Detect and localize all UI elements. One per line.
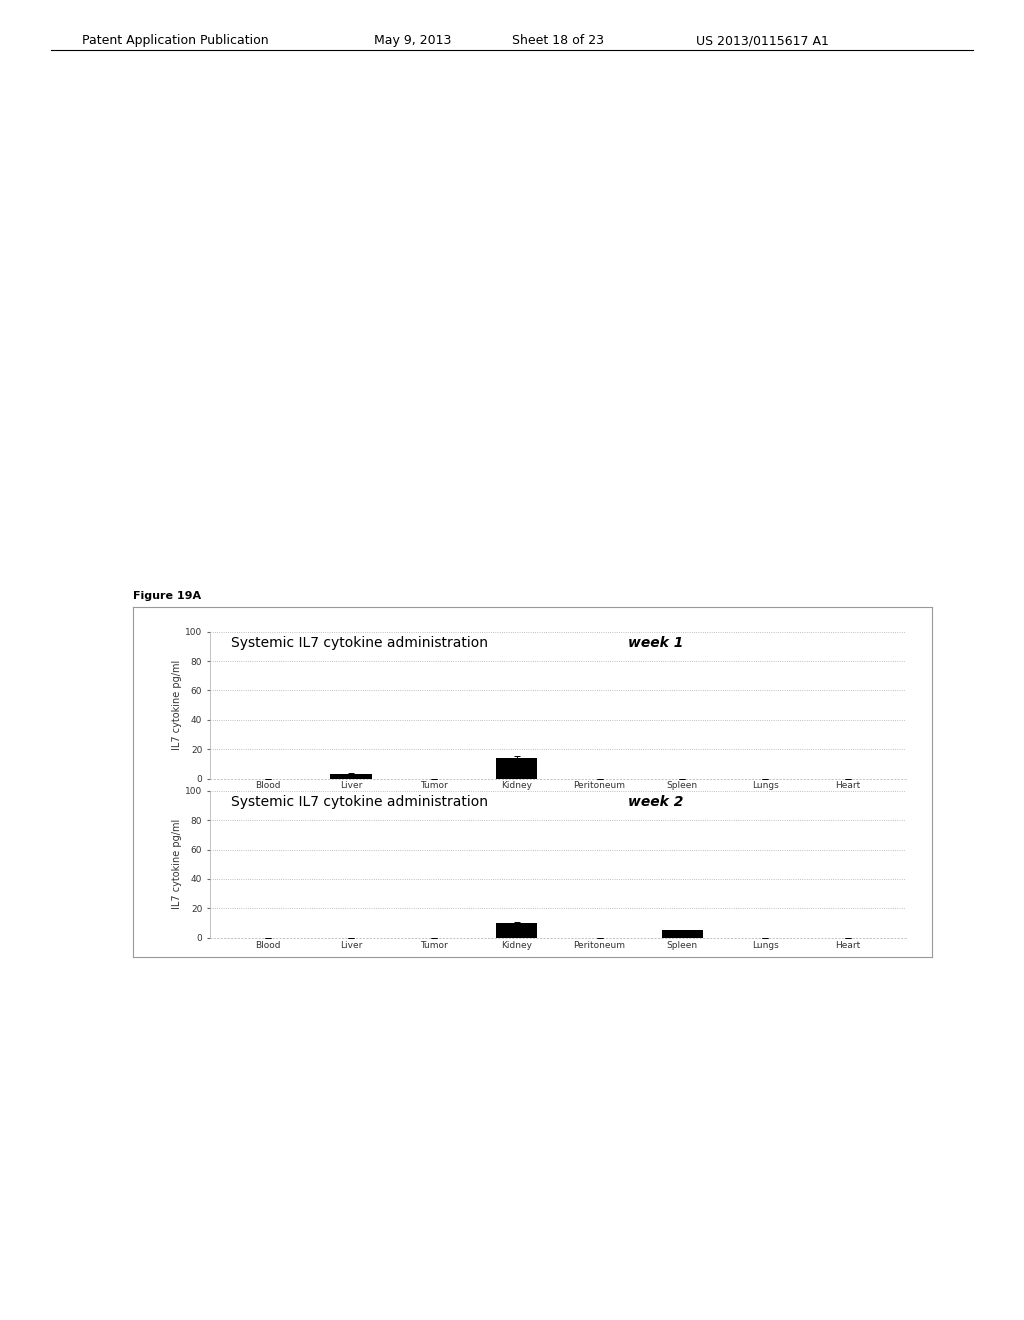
Text: Systemic IL7 cytokine administration: Systemic IL7 cytokine administration (230, 795, 493, 809)
Y-axis label: IL7 cytokine pg/ml: IL7 cytokine pg/ml (172, 660, 182, 750)
Y-axis label: IL7 cytokine pg/ml: IL7 cytokine pg/ml (172, 820, 182, 909)
Text: week 2: week 2 (628, 795, 683, 809)
Text: US 2013/0115617 A1: US 2013/0115617 A1 (696, 34, 829, 48)
Text: Sheet 18 of 23: Sheet 18 of 23 (512, 34, 604, 48)
Bar (496, 758, 538, 779)
Bar (496, 923, 538, 937)
Bar (662, 931, 703, 937)
Text: week 1: week 1 (628, 636, 683, 649)
Bar (330, 775, 372, 779)
Text: Patent Application Publication: Patent Application Publication (82, 34, 268, 48)
Text: May 9, 2013: May 9, 2013 (374, 34, 452, 48)
Text: Systemic IL7 cytokine administration: Systemic IL7 cytokine administration (230, 636, 493, 649)
Text: Figure 19A: Figure 19A (133, 590, 202, 601)
